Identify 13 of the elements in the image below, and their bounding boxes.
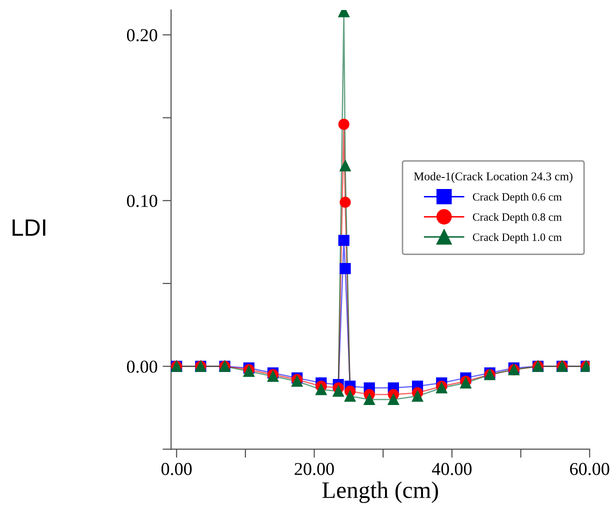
y-axis-title: LDI <box>12 219 46 236</box>
x-tick-label: 40.00 <box>432 462 472 476</box>
x-tick-label: 20.00 <box>294 462 334 476</box>
y-tick-label: 0.00 <box>126 360 158 373</box>
y-tick-label: 0.20 <box>126 29 158 42</box>
legend-label: Crack Depth 0.8 cm <box>472 212 562 224</box>
x-tick-label: 0.00 <box>161 462 192 476</box>
legend-title: Mode-1(Crack Location 24.3 cm) <box>414 172 572 183</box>
x-axis-title: Length (cm) <box>322 482 438 504</box>
x-tick-label: 60.00 <box>570 462 610 476</box>
y-tick-label: 0.10 <box>126 194 158 208</box>
legend-label: Crack Depth 0.6 cm <box>472 192 562 203</box>
legend-label: Crack Depth 1.0 cm <box>472 233 562 244</box>
